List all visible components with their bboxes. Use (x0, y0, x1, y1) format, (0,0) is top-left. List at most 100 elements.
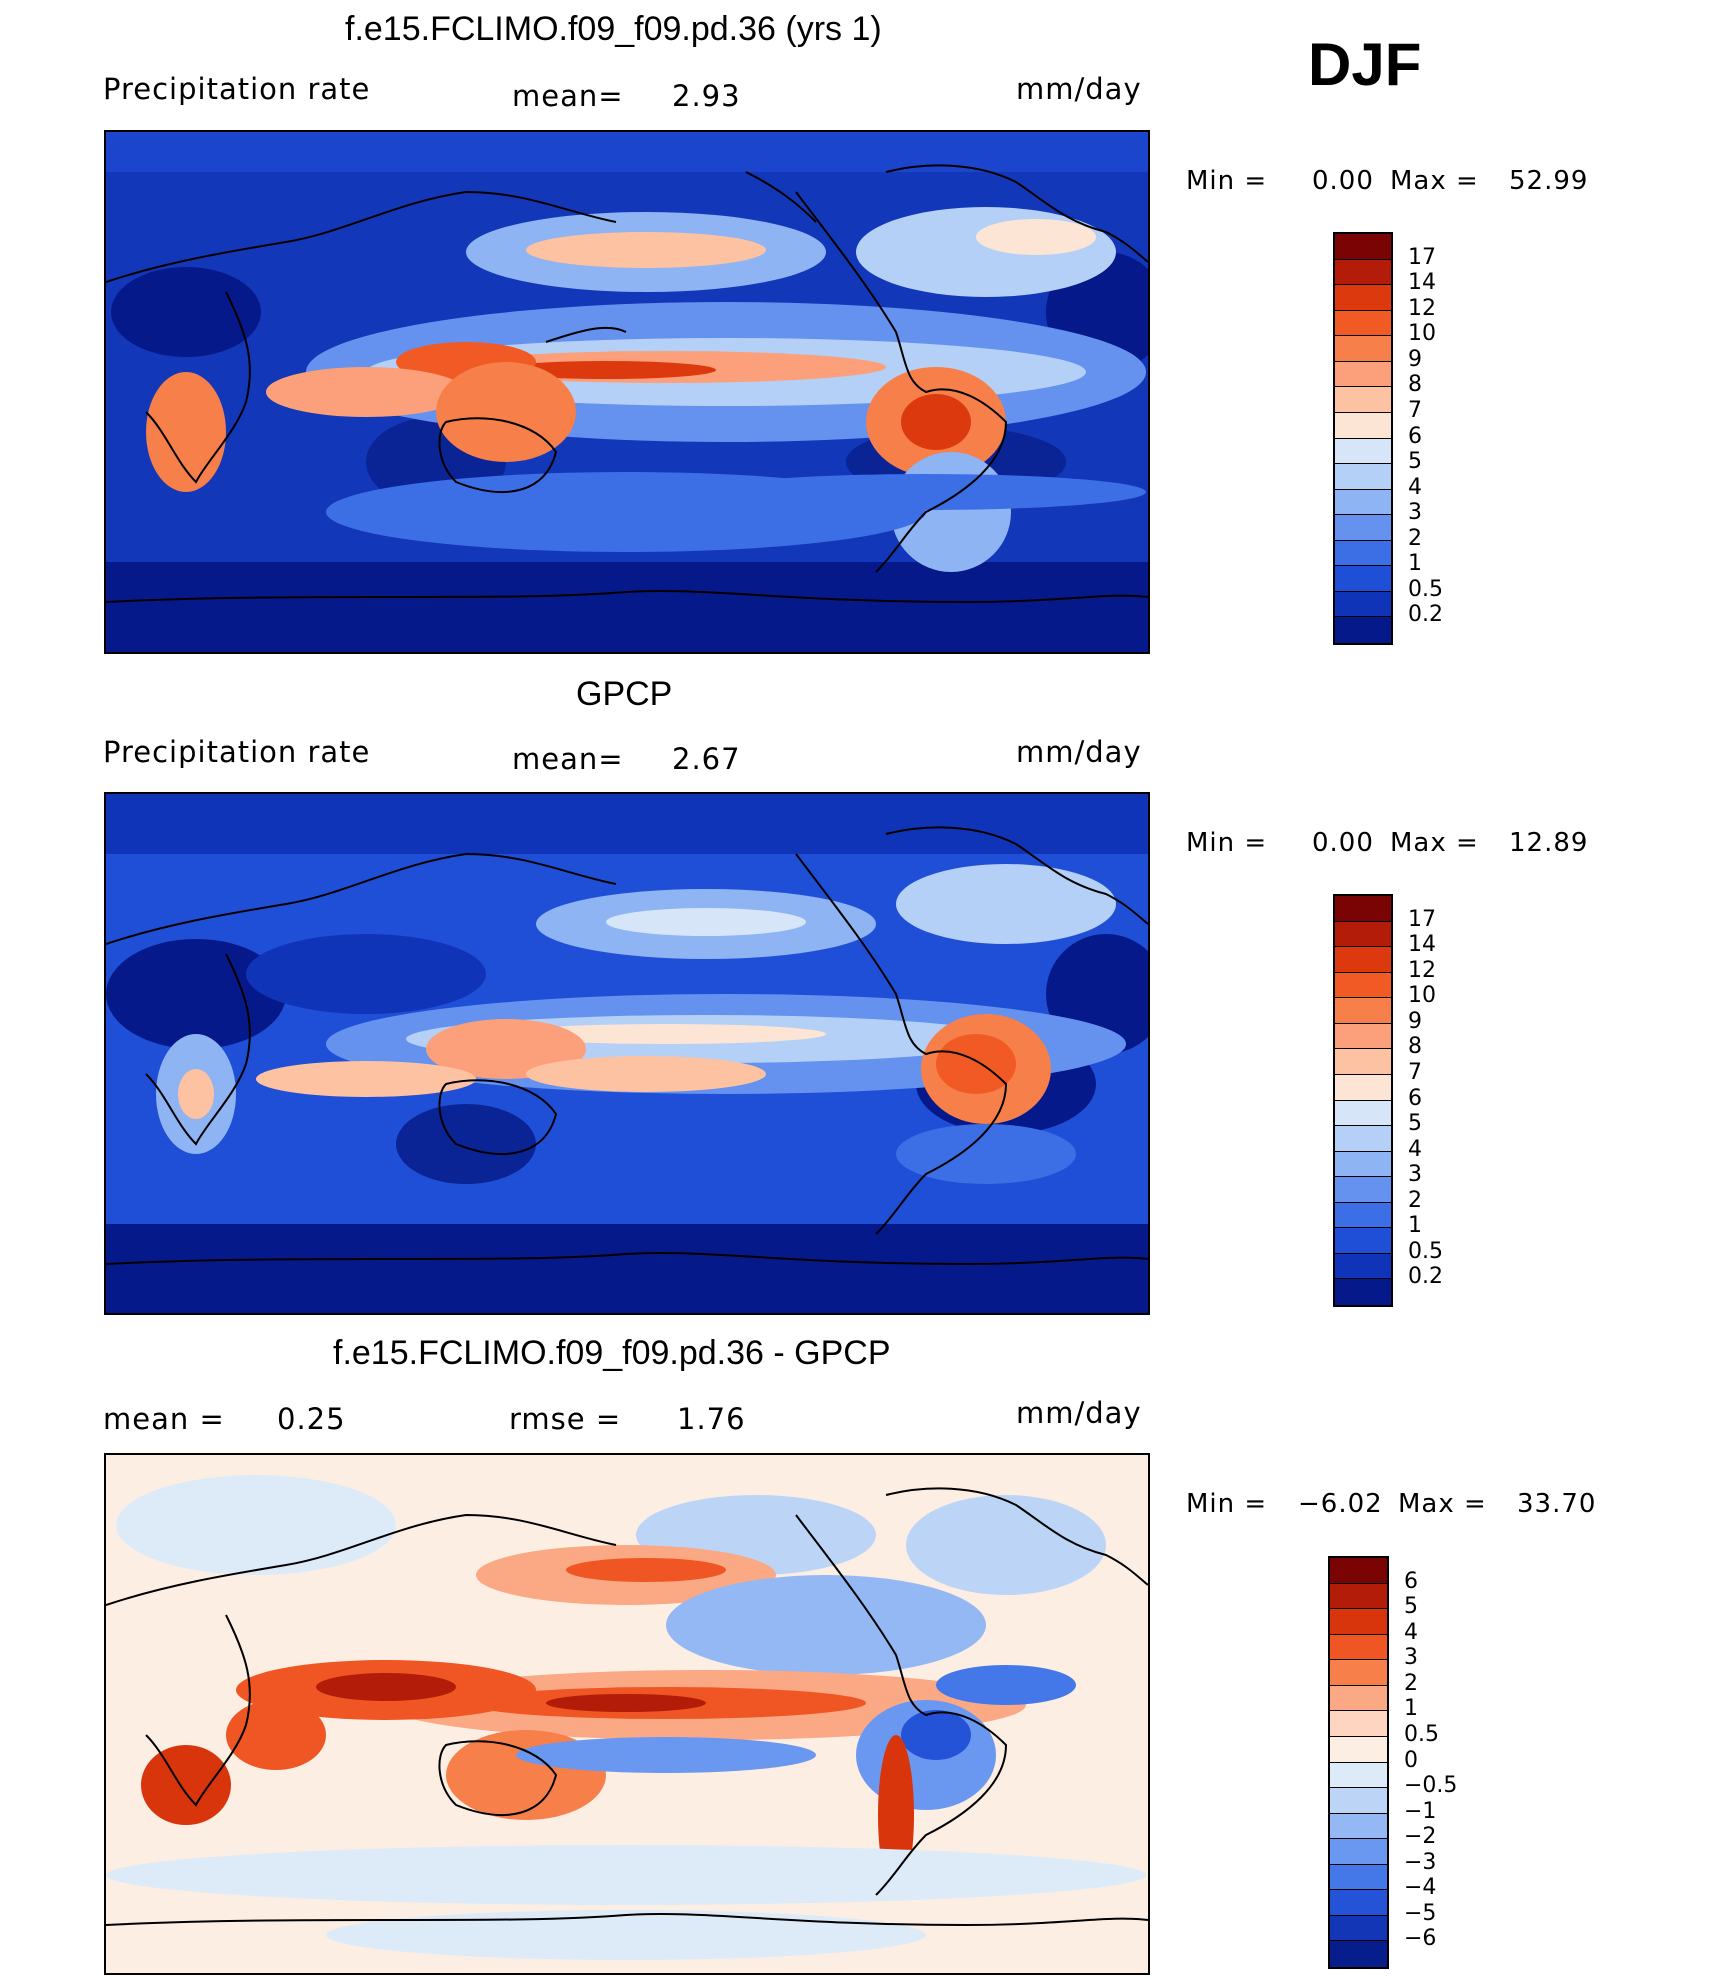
panel3-min-value: −6.02 (1298, 1489, 1383, 1519)
colorbar-swatch (1335, 387, 1391, 413)
colorbar-swatch (1330, 1890, 1387, 1916)
colorbar-swatch (1335, 310, 1391, 337)
colorbar-tick-label: −2 (1404, 1824, 1437, 1850)
colorbar-swatch (1335, 1202, 1391, 1229)
colorbar-swatch (1330, 1736, 1387, 1763)
panel3-colorbar (1328, 1556, 1389, 1969)
colorbar-tick-label: 0.5 (1408, 1238, 1443, 1264)
colorbar-swatch (1335, 617, 1391, 643)
colorbar-tick-label: 6 (1404, 1568, 1418, 1594)
colorbar-swatch (1335, 361, 1391, 388)
colorbar-tick-label: 6 (1408, 423, 1422, 449)
panel3-units: mm/day (1016, 1396, 1142, 1430)
colorbar-swatch (1335, 464, 1391, 490)
colorbar-tick-label: 0 (1404, 1747, 1418, 1773)
colorbar-swatch (1330, 1864, 1387, 1891)
colorbar-tick-label: −5 (1404, 1900, 1437, 1926)
colorbar-swatch (1335, 896, 1391, 922)
colorbar-swatch (1335, 1126, 1391, 1152)
panel1-mean-label: mean= (512, 79, 624, 113)
colorbar-swatch (1335, 489, 1391, 516)
colorbar-tick-label: 17 (1408, 244, 1436, 270)
colorbar-swatch (1335, 921, 1391, 948)
panel2-variable-label: Precipitation rate (103, 735, 371, 769)
colorbar-tick-label: 3 (1404, 1645, 1418, 1671)
colorbar-tick-label: 7 (1408, 397, 1422, 423)
colorbar-tick-label: 0.5 (1408, 576, 1443, 602)
panel1-units: mm/day (1016, 72, 1142, 106)
colorbar-tick-label: 1 (1408, 551, 1422, 577)
season-label: DJF (1308, 31, 1422, 98)
panel3-rmse-value: 1.76 (677, 1402, 746, 1436)
colorbar-swatch (1335, 1177, 1391, 1203)
colorbar-swatch (1335, 234, 1391, 260)
colorbar-swatch (1330, 1685, 1387, 1712)
panel2-max-label: Max = (1390, 828, 1479, 858)
colorbar-swatch (1330, 1762, 1387, 1789)
panel1-colorbar (1333, 232, 1393, 645)
panel1-max-label: Max = (1390, 166, 1479, 196)
colorbar-swatch (1335, 1023, 1391, 1050)
colorbar-swatch (1335, 591, 1391, 618)
panel3-max-label: Max = (1398, 1489, 1487, 1519)
colorbar-swatch (1335, 285, 1391, 311)
colorbar-tick-label: 10 (1408, 321, 1436, 347)
panel1-min-value: 0.00 (1312, 166, 1374, 196)
panel3-min-label: Min = (1186, 1489, 1268, 1519)
colorbar-tick-label: 2 (1408, 525, 1422, 551)
colorbar-swatch (1330, 1660, 1387, 1686)
colorbar-tick-label: 0.2 (1408, 1264, 1443, 1290)
colorbar-swatch (1330, 1915, 1387, 1942)
colorbar-tick-label: 14 (1408, 270, 1436, 296)
panel3-max-value: 33.70 (1517, 1489, 1597, 1519)
panel1-mean-value: 2.93 (672, 79, 741, 113)
colorbar-tick-label: −6 (1404, 1926, 1437, 1952)
colorbar-tick-label: 9 (1408, 346, 1422, 372)
colorbar-tick-label: 9 (1408, 1008, 1422, 1034)
panel3-rmse-label: rmse = (509, 1402, 622, 1436)
colorbar-swatch (1335, 1151, 1391, 1178)
colorbar-tick-label: 5 (1408, 1111, 1422, 1137)
colorbar-swatch (1330, 1711, 1387, 1737)
colorbar-tick-label: 10 (1408, 983, 1436, 1009)
colorbar-swatch (1335, 1074, 1391, 1101)
colorbar-tick-label: 4 (1408, 1136, 1422, 1162)
colorbar-tick-label: −1 (1404, 1798, 1437, 1824)
panel3-mean-value: 0.25 (277, 1402, 346, 1436)
colorbar-tick-label: 0.2 (1408, 602, 1443, 628)
colorbar-tick-label: 8 (1408, 372, 1422, 398)
colorbar-tick-label: 7 (1408, 1059, 1422, 1085)
colorbar-tick-label: 2 (1408, 1187, 1422, 1213)
colorbar-swatch (1330, 1609, 1387, 1635)
colorbar-swatch (1330, 1839, 1387, 1865)
colorbar-tick-label: 4 (1404, 1619, 1418, 1645)
colorbar-tick-label: −3 (1404, 1849, 1437, 1875)
panel3-title: f.e15.FCLIMO.f09_f09.pd.36 - GPCP (333, 1334, 891, 1372)
colorbar-tick-label: 14 (1408, 932, 1436, 958)
colorbar-swatch (1335, 1228, 1391, 1254)
colorbar-swatch (1335, 412, 1391, 439)
colorbar-swatch (1330, 1788, 1387, 1814)
colorbar-tick-label: 12 (1408, 295, 1436, 321)
panel2-colorbar (1333, 894, 1393, 1307)
panel3-colorbar-ticks: 6 5 4 3 2 1 0.5 0 −0.5 −1 −2 −3 −4 −5 −6 (1404, 1556, 1484, 1969)
panel2-min-label: Min = (1186, 828, 1268, 858)
colorbar-swatch (1335, 1253, 1391, 1280)
colorbar-swatch (1335, 566, 1391, 592)
panel2-title: GPCP (576, 675, 673, 713)
panel1-max-value: 52.99 (1509, 166, 1589, 196)
colorbar-tick-label: 1 (1404, 1696, 1418, 1722)
panel2-mean-value: 2.67 (672, 742, 741, 776)
colorbar-swatch (1335, 972, 1391, 999)
colorbar-swatch (1330, 1941, 1387, 1967)
colorbar-swatch (1330, 1583, 1387, 1610)
colorbar-tick-label: 6 (1408, 1085, 1422, 1111)
colorbar-swatch (1335, 1049, 1391, 1075)
colorbar-swatch (1330, 1634, 1387, 1661)
colorbar-tick-label: 5 (1404, 1594, 1418, 1620)
colorbar-swatch (1335, 947, 1391, 973)
panel2-min-value: 0.00 (1312, 828, 1374, 858)
panel2-max-value: 12.89 (1509, 828, 1589, 858)
panel3-mean-label: mean = (103, 1402, 225, 1436)
colorbar-tick-label: 0.5 (1404, 1721, 1439, 1747)
